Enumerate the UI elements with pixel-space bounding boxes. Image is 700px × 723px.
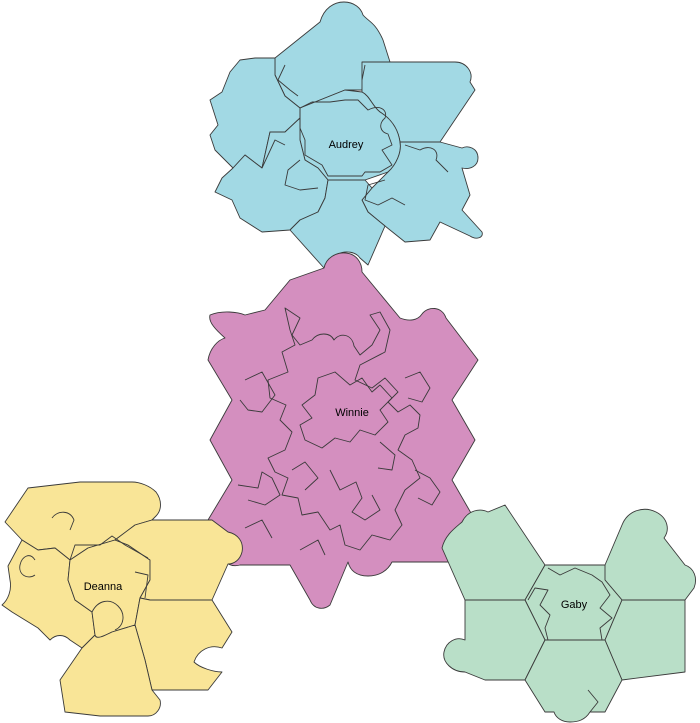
winnie-seams-inner [267, 307, 421, 551]
cluster-audrey: Audrey [209, 1, 483, 269]
winnie-seams-outer [237, 371, 441, 556]
gaby-seams [527, 567, 613, 713]
cluster-deanna: Deanna [1, 481, 243, 717]
cluster-label-gaby: Gaby [561, 599, 588, 611]
audrey-piece-right-tail [361, 141, 483, 243]
gaby-piece-lower-left [443, 599, 546, 681]
cluster-label-winnie: Winnie [335, 407, 369, 419]
deanna-piece-bottom [59, 624, 161, 717]
gaby-piece-lower-right [604, 599, 686, 681]
audrey-seam-cuts [261, 64, 449, 206]
winnie-body [207, 252, 479, 609]
gaby-piece-left [441, 504, 546, 601]
winnie-seams-center [299, 371, 393, 449]
deanna-seams [19, 511, 149, 631]
deanna-piece-bottom-right [134, 597, 233, 691]
cluster-label-deanna: Deanna [84, 581, 123, 593]
audrey-seam-center [299, 99, 393, 177]
gaby-piece-bottom [524, 639, 623, 723]
gaby-piece-right [544, 508, 696, 601]
cluster-winnie: Winnie [207, 252, 479, 609]
cluster-gaby: Gaby [441, 504, 696, 723]
cluster-label-audrey: Audrey [329, 139, 364, 151]
